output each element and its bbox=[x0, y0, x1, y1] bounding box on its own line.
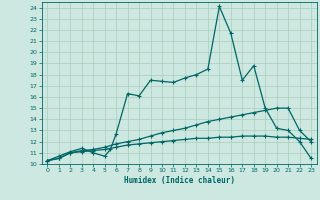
X-axis label: Humidex (Indice chaleur): Humidex (Indice chaleur) bbox=[124, 176, 235, 185]
